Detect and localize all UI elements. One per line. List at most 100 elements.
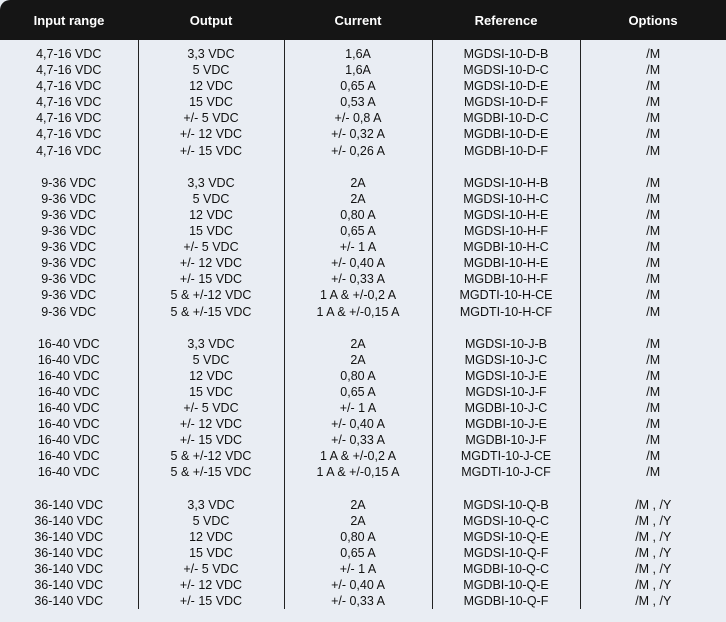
cell: +/- 12 VDC xyxy=(137,255,284,272)
data-row: 4,7-16 VDC +/- 5 VDC +/- 0,8 A MGDBI-10-D-C… xyxy=(0,110,726,127)
cell: 2A xyxy=(283,335,432,352)
cell: 9-36 VDC xyxy=(41,207,97,222)
cell: 2A xyxy=(283,174,432,191)
cell: 15 VDC xyxy=(137,544,284,561)
cell: /M xyxy=(579,62,726,79)
cell: /M , /Y xyxy=(579,593,726,610)
spacer-cell xyxy=(137,319,284,336)
spacer-cell xyxy=(579,319,726,336)
cell: 9-36 VDC xyxy=(41,175,97,190)
cell: /M , /Y xyxy=(579,496,726,513)
cell: 3,3 VDC xyxy=(137,335,284,352)
cell: +/- 15 VDC xyxy=(137,593,284,610)
data-row: 36-140 VDC 3,3 VDC 2A MGDSI-10-Q-B/M , /Y xyxy=(0,496,726,513)
cell: 16-40 VDC xyxy=(37,449,100,464)
cell: +/- 0,32 A xyxy=(283,126,432,143)
data-row: 16-40 VDC +/- 15 VDC +/- 0,33 A MGDBI-10-J-… xyxy=(0,432,726,449)
cell: /M xyxy=(579,400,726,417)
cell: +/- 0,26 A xyxy=(283,142,432,159)
cell: MGDSI-10-D-C xyxy=(431,62,580,79)
cell: +/- 0,33 A xyxy=(283,271,432,288)
cell: 16-40 VDC xyxy=(37,336,100,351)
cell: 15 VDC xyxy=(137,94,284,111)
cell: 16-40 VDC xyxy=(37,368,100,383)
cell: MGDSI-10-D-B xyxy=(431,40,580,63)
cell: 4,7-16 VDC xyxy=(36,47,102,61)
cell: +/- 1 A xyxy=(283,239,432,256)
cell: 0,65 A xyxy=(283,78,432,95)
cell: +/- 15 VDC xyxy=(137,142,284,159)
cell: MGDSI-10-Q-C xyxy=(431,512,580,529)
cell: MGDBI-10-J-C xyxy=(431,400,580,417)
spacer-cell xyxy=(0,159,138,175)
cell: MGDSI-10-Q-B xyxy=(431,496,580,513)
spacer-cell xyxy=(0,320,138,336)
cell: MGDBI-10-Q-C xyxy=(431,561,580,578)
cell: 5 VDC xyxy=(137,62,284,79)
cell: /M xyxy=(579,416,726,433)
cell: MGDSI-10-H-B xyxy=(431,174,580,191)
cell: 5 VDC xyxy=(137,351,284,368)
data-row: 16-40 VDC 3,3 VDC 2A MGDSI-10-J-B/M xyxy=(0,335,726,352)
cell: 3,3 VDC xyxy=(137,496,284,513)
cell: /M xyxy=(579,206,726,224)
cell: /M xyxy=(579,464,726,481)
data-row: 4,7-16 VDC 5 VDC 1,6A MGDSI-10-D-C/M xyxy=(0,62,726,79)
cell: /M xyxy=(579,367,726,384)
cell: 1,6A xyxy=(283,40,432,63)
data-row: 36-140 VDC 5 VDC 2A MGDSI-10-Q-C/M , /Y xyxy=(0,512,726,529)
cell: +/- 12 VDC xyxy=(137,126,284,143)
cell: +/- 15 VDC xyxy=(137,432,284,449)
column-header: Current xyxy=(284,0,432,40)
cell: /M xyxy=(579,190,726,207)
data-row: 36-140 VDC +/- 5 VDC +/- 1 A MGDBI-10-Q-C/M… xyxy=(0,561,726,578)
cell: +/- 0,40 A xyxy=(283,577,432,594)
header-row: Input range Output Current Reference Options xyxy=(0,0,726,40)
cell: 9-36 VDC xyxy=(41,304,97,319)
cell: 36-140 VDC xyxy=(34,529,104,544)
cell: /M xyxy=(579,255,726,272)
cell: MGDSI-10-Q-F xyxy=(431,544,580,561)
cell: /M xyxy=(579,351,726,368)
cell: 12 VDC xyxy=(137,206,284,224)
cell: 5 & +/-15 VDC xyxy=(137,464,284,481)
cell: MGDBI-10-D-C xyxy=(431,110,580,127)
data-row: 9-36 VDC +/- 5 VDC +/- 1 A MGDBI-10-H-C/M xyxy=(0,239,726,256)
cell: 0,65 A xyxy=(283,544,432,561)
cell: /M , /Y xyxy=(579,512,726,529)
cell: +/- 1 A xyxy=(283,400,432,417)
cell: 1 A & +/-0,2 A xyxy=(283,448,432,465)
cell: 4,7-16 VDC xyxy=(36,79,102,94)
cell: /M xyxy=(579,94,726,111)
cell: MGDSI-10-J-E xyxy=(431,367,580,384)
data-row: 9-36 VDC 5 & +/-15 VDC 1 A & +/-0,15 A MGDT… xyxy=(0,303,726,320)
cell: 2A xyxy=(283,351,432,368)
cell: 0,80 A xyxy=(283,367,432,384)
data-row: 36-140 VDC 12 VDC 0,80 A MGDSI-10-Q-E/M , /… xyxy=(0,528,726,545)
cell: 5 VDC xyxy=(137,512,284,529)
cell: +/- 15 VDC xyxy=(137,271,284,288)
cell: /M , /Y xyxy=(579,544,726,561)
cell: 9-36 VDC xyxy=(41,240,97,255)
cell: MGDSI-10-H-C xyxy=(431,190,580,207)
data-row: 16-40 VDC 5 VDC 2A MGDSI-10-J-C/M xyxy=(0,351,726,368)
spacer-cell xyxy=(579,480,726,497)
data-row: 9-36 VDC 3,3 VDC 2A MGDSI-10-H-B/M xyxy=(0,174,726,191)
cell: +/- 1 A xyxy=(283,561,432,578)
spacer-cell xyxy=(431,319,580,336)
column-header: Options xyxy=(580,0,726,40)
cell: /M xyxy=(579,239,726,256)
cell: 16-40 VDC xyxy=(37,352,100,367)
cell: 36-140 VDC xyxy=(34,513,104,528)
group-spacer xyxy=(0,158,726,175)
cell: /M xyxy=(579,271,726,288)
cell: /M , /Y xyxy=(579,561,726,578)
column-header: Input range xyxy=(0,0,138,40)
cell: MGDSI-10-Q-E xyxy=(431,528,580,545)
cell: 4,7-16 VDC xyxy=(36,143,102,158)
cell: 12 VDC xyxy=(137,528,284,545)
cell: 1,6A xyxy=(283,62,432,79)
cell: 36-140 VDC xyxy=(34,562,104,576)
